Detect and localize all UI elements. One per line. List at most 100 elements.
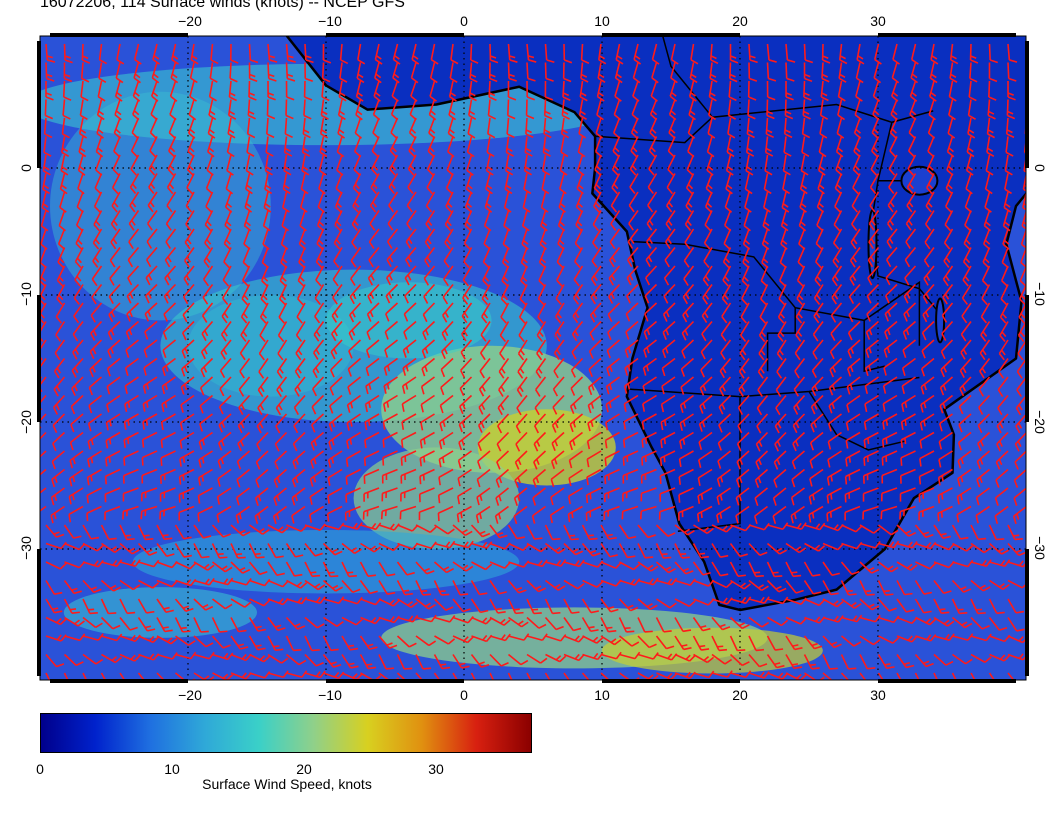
wind-barb [623,394,639,412]
wind-barb [382,413,398,430]
wind-barb [910,43,919,65]
wind-barb [1025,599,1026,600]
wind-barb [661,376,676,395]
wind-barb [188,99,197,121]
wind-barb [725,154,734,176]
wind-barb [199,394,214,414]
wind-barb [998,358,1009,379]
wind-barb [514,450,528,470]
wind-barb [129,173,140,195]
wind-barb [922,283,935,305]
lon-tick-bottom: 20 [732,687,748,703]
wind-barb [141,431,158,448]
wind-barb [122,468,139,484]
wind-barb [623,413,639,430]
wind-barb [902,320,917,340]
wind-barb [1006,99,1016,120]
wind-barb [75,210,84,232]
wind-barb [179,413,195,431]
wind-barb [837,80,846,102]
wind-barb [570,357,584,378]
wind-barb [662,339,676,359]
colorbar [40,713,532,753]
wind-barb [700,357,713,378]
wind-barb [221,302,232,324]
wind-barb [164,246,177,268]
wind-barb [689,62,698,84]
wind-barb [407,173,417,195]
wind-barb [580,62,589,83]
wind-barb [185,210,195,232]
wind-barb [958,413,972,433]
wind-barb [942,265,954,287]
wind-barb [89,339,103,360]
wind-barb [962,247,972,269]
wind-barb [54,358,66,379]
wind-barb [745,154,754,176]
wind-barb [850,228,861,250]
wind-barb [506,117,515,139]
wind-barb [906,191,917,213]
wind-barb [488,62,498,83]
wind-barb [864,376,879,395]
wind-barb [105,413,121,431]
wind-barb [79,99,88,120]
wind-barb [797,247,806,269]
wind-barb [424,228,436,250]
wind-barb [811,376,824,397]
lon-tick-bottom: 10 [594,687,610,703]
wind-barb [339,43,349,65]
wind-barb [670,43,679,65]
wind-barb [293,413,306,434]
wind-barb [612,136,621,158]
wind-barb [401,394,417,412]
wind-barb [266,99,276,120]
wind-barb [1007,62,1017,82]
wind-barb [709,62,718,83]
frame-bar-bottom [50,679,188,683]
wind-barb [285,99,294,120]
wind-zone [49,91,271,321]
lat-tick-right: −20 [1032,410,1048,434]
wind-barb [533,413,547,434]
lat-tick-left: 0 [18,164,34,172]
wind-barb [204,210,214,232]
wind-barb [123,413,139,430]
wind-barb [799,173,808,195]
wind-barb [220,321,232,342]
wind-barb [720,339,732,360]
wind-barb [318,173,326,195]
wind-barb [968,80,977,102]
wind-barb [281,210,290,232]
wind-barb [536,321,547,343]
wind-barb [535,358,547,379]
wind-barb [255,468,269,488]
wind-barbs [40,43,1026,680]
wind-barb [541,154,551,176]
wind-barb [223,228,232,250]
wind-barb [698,431,713,450]
wind-barb [574,228,584,250]
wind-barb [904,246,917,268]
wind-barb [560,136,569,158]
wind-barb [171,43,179,65]
wind-barb [882,376,898,394]
wind-barb [577,136,586,158]
wind-barb [258,339,269,361]
wind-barb [552,394,565,415]
wind-barb [801,117,811,139]
wind-barb [208,80,217,102]
wind-barb [310,431,325,451]
wind-barb [938,413,953,432]
wind-barb [663,283,676,304]
wind-barb [525,99,535,120]
wind-barb [535,376,547,397]
wind-barb [885,246,898,268]
wind-barb [402,357,417,376]
wind-barb [765,117,774,139]
wind-barb [849,265,861,286]
wind-barb [803,43,814,64]
wind-barb [276,376,288,397]
wind-barb [717,450,732,469]
wind-barb [421,339,436,359]
